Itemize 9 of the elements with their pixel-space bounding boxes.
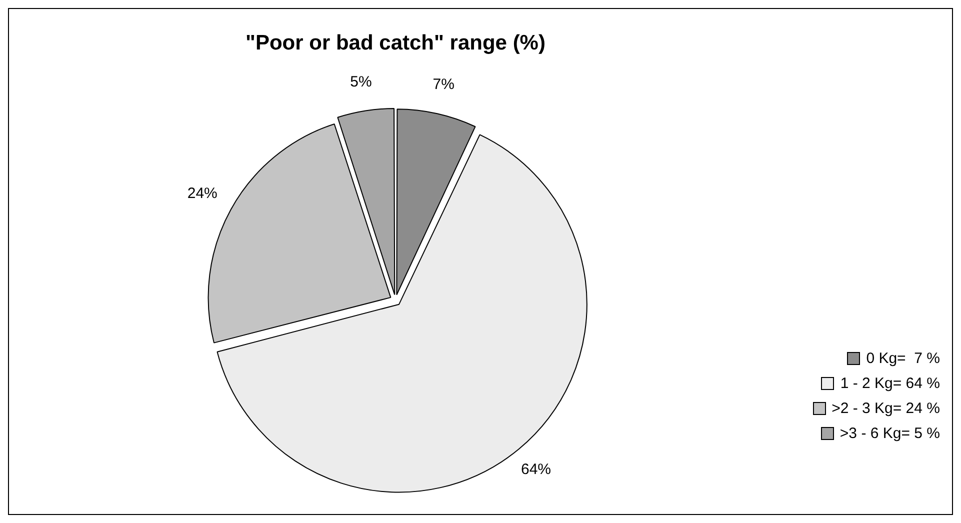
data-label: 64% — [520, 461, 552, 478]
legend-label: 1 - 2 Kg= 64 % — [840, 374, 940, 394]
legend-label: >3 - 6 Kg= 5 % — [840, 424, 940, 444]
data-label: 7% — [432, 76, 454, 94]
chart-title: "Poor or bad catch" range (%) — [246, 31, 546, 54]
legend-label: 0 Kg= 7 % — [866, 349, 940, 369]
data-label: 24% — [187, 185, 218, 202]
legend-label: >2 - 3 Kg= 24 % — [832, 399, 940, 419]
data-label: 5% — [350, 74, 372, 91]
